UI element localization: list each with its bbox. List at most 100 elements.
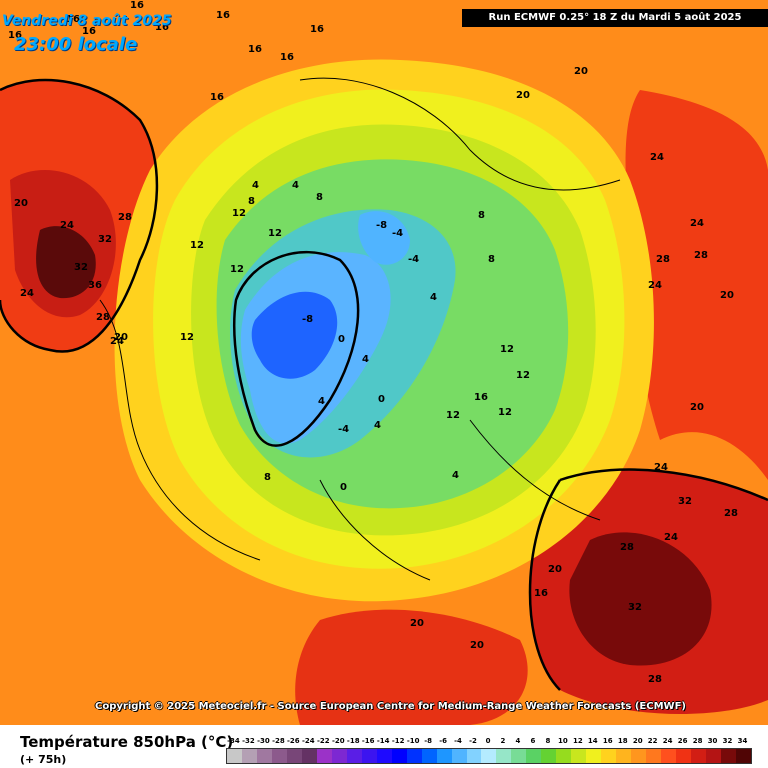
temperature-value-label: 28 bbox=[694, 250, 708, 261]
temperature-value-label: 8 bbox=[248, 196, 255, 207]
temperature-value-label: 28 bbox=[96, 312, 110, 323]
map-canvas: 1616161616161616161620242832323628242024… bbox=[0, 0, 768, 725]
scale-label: -16 bbox=[361, 737, 375, 745]
temperature-value-label: 12 bbox=[232, 208, 246, 219]
temperature-value-label: 4 bbox=[252, 180, 259, 191]
scale-label: 6 bbox=[530, 737, 536, 745]
temperature-value-label: 8 bbox=[264, 472, 271, 483]
scale-swatch bbox=[391, 749, 407, 763]
temperature-value-label: 16 bbox=[280, 52, 294, 63]
scale-label: -28 bbox=[272, 737, 285, 745]
temperature-value-label: 20 bbox=[470, 640, 484, 651]
scale-label: 12 bbox=[572, 737, 583, 745]
scale-label: -30 bbox=[257, 737, 270, 745]
scale-swatch bbox=[421, 749, 437, 763]
scale-swatch bbox=[301, 749, 317, 763]
scale-swatch bbox=[227, 749, 242, 763]
copyright-notice: Copyright © 2025 Meteociel.fr - Source E… bbox=[95, 701, 686, 712]
scale-label: -24 bbox=[302, 737, 315, 745]
temperature-value-label: 12 bbox=[230, 264, 244, 275]
temperature-value-label: 16 bbox=[248, 44, 262, 55]
temperature-value-label: 20 bbox=[410, 618, 424, 629]
temperature-value-label: 32 bbox=[98, 234, 112, 245]
scale-label: 30 bbox=[707, 737, 718, 745]
scale-swatch bbox=[346, 749, 362, 763]
temperature-value-label: 32 bbox=[74, 262, 88, 273]
scale-label: -34 bbox=[227, 737, 240, 745]
scale-swatch bbox=[631, 749, 647, 763]
temperature-value-label: 24 bbox=[110, 336, 124, 347]
scale-swatch bbox=[646, 749, 662, 763]
temperature-value-label: 16 bbox=[216, 10, 230, 21]
scale-label: 10 bbox=[557, 737, 568, 745]
temperature-value-label: 16 bbox=[66, 14, 80, 25]
scale-swatch bbox=[286, 749, 302, 763]
temperature-value-label: 28 bbox=[724, 508, 738, 519]
temperature-value-label: 20 bbox=[574, 66, 588, 77]
temperature-value-labels: 1616161616161616161620242832323628242024… bbox=[8, 0, 738, 685]
scale-swatch bbox=[720, 749, 736, 763]
scale-swatch bbox=[676, 749, 692, 763]
scale-swatch bbox=[496, 749, 512, 763]
temperature-value-label: 4 bbox=[452, 470, 459, 481]
scale-swatch bbox=[541, 749, 557, 763]
temperature-value-label: 20 bbox=[720, 290, 734, 301]
temperature-value-label: 20 bbox=[114, 332, 128, 343]
scale-label: -18 bbox=[346, 737, 360, 745]
temperature-value-label: 16 bbox=[474, 392, 488, 403]
temperature-value-label: 12 bbox=[180, 332, 194, 343]
temperature-value-label: 24 bbox=[60, 220, 74, 231]
scale-label: -8 bbox=[424, 737, 432, 745]
temperature-value-label: 20 bbox=[516, 90, 530, 101]
scale-swatch bbox=[466, 749, 482, 763]
temperature-value-label: 28 bbox=[648, 674, 662, 685]
scale-swatch bbox=[316, 749, 332, 763]
scale-swatch bbox=[526, 749, 542, 763]
temperature-value-label: 4 bbox=[362, 354, 369, 365]
scale-swatch bbox=[735, 749, 751, 763]
scale-label: 26 bbox=[677, 737, 688, 745]
scale-swatch bbox=[706, 749, 721, 763]
temperature-value-label: 0 bbox=[378, 394, 385, 405]
temperature-value-label: -8 bbox=[302, 314, 313, 325]
scale-label: -12 bbox=[391, 737, 405, 745]
scale-label: 28 bbox=[692, 737, 703, 745]
scale-swatch bbox=[451, 749, 467, 763]
scale-label: 20 bbox=[632, 737, 643, 745]
scale-swatch bbox=[571, 749, 587, 763]
temperature-value-label: -8 bbox=[376, 220, 387, 231]
temperature-value-label: 16 bbox=[310, 24, 324, 35]
temperature-value-label: -4 bbox=[392, 228, 403, 239]
valid-date: Vendredi 8 août 2025 bbox=[2, 13, 172, 29]
temperature-value-label: 4 bbox=[318, 396, 325, 407]
legend-title: Température 850hPa (°C) bbox=[20, 733, 234, 751]
scale-labels: -34 -32 -30 -28 -26 -24 -22 -20 -18 -16 -14 -12 -10-… bbox=[226, 737, 750, 747]
scale-label: 34 bbox=[737, 737, 748, 745]
temperature-value-label: 8 bbox=[488, 254, 495, 265]
scale-label: -32 bbox=[242, 737, 255, 745]
scale-swatch bbox=[601, 749, 617, 763]
temperature-value-label: 12 bbox=[268, 228, 282, 239]
temperature-value-label: 24 bbox=[650, 152, 664, 163]
scale-swatch bbox=[691, 749, 706, 763]
temperature-value-label: 12 bbox=[516, 370, 530, 381]
scale-swatch bbox=[271, 749, 287, 763]
temperature-value-label: 16 bbox=[155, 22, 169, 33]
temperature-value-label: 20 bbox=[14, 198, 28, 209]
temperature-value-label: 8 bbox=[478, 210, 485, 221]
temperature-value-label: 16 bbox=[210, 92, 224, 103]
temperature-value-label: 8 bbox=[316, 192, 323, 203]
temperature-value-label: 24 bbox=[690, 218, 704, 229]
temperature-value-label: 24 bbox=[20, 288, 34, 299]
scale-label: 2 bbox=[500, 737, 506, 745]
temperature-value-label: 0 bbox=[340, 482, 347, 493]
scale-swatch bbox=[406, 749, 422, 763]
temperature-value-label: 20 bbox=[548, 564, 562, 575]
scale-label: -2 bbox=[469, 737, 477, 745]
color-scale bbox=[226, 748, 752, 764]
temperature-value-label: 32 bbox=[628, 602, 642, 613]
temperature-value-label: 4 bbox=[292, 180, 299, 191]
scale-label: -22 bbox=[316, 737, 330, 745]
scale-label: 4 bbox=[515, 737, 521, 745]
scale-label: -10 bbox=[406, 737, 420, 745]
